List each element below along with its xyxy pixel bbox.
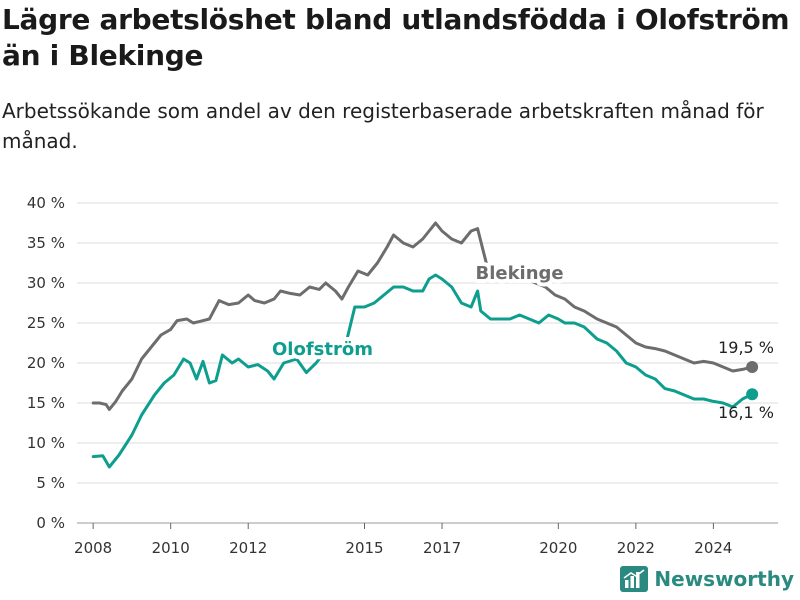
y-tick-label: 25 % — [27, 314, 65, 332]
x-tick-label: 2024 — [694, 539, 732, 557]
axis-layer: 0 % 5 % 10 % 15 % 20 % 25 % 30 % 35 % 40 % 2008 20… — [27, 194, 733, 557]
end-value-label-blekinge: 19,5 % — [718, 338, 774, 357]
x-tick-label: 2012 — [229, 539, 267, 557]
y-tick-label: 20 % — [27, 354, 65, 372]
series-label-olofstr-m: Olofström — [272, 339, 373, 360]
series-label-blekinge: Blekinge — [475, 263, 563, 284]
y-tick-label: 30 % — [27, 274, 65, 292]
y-tick-label: 35 % — [27, 234, 65, 252]
y-tick-label: 15 % — [27, 394, 65, 412]
newsworthy-logo-icon — [620, 566, 649, 592]
label-layer: 19,5 %16,1 %BlekingeBlekingeOlofströmOlo… — [268, 259, 774, 422]
newsworthy-brand: Newsworthy — [620, 564, 794, 594]
x-tick-label: 2015 — [345, 539, 383, 557]
x-tick-label: 2020 — [539, 539, 577, 557]
y-tick-label: 0 % — [36, 514, 65, 532]
series-line-blekinge — [91, 221, 754, 411]
x-tick-label: 2022 — [617, 539, 655, 557]
chart-subtitle: Arbetssökande som andel av den registerb… — [2, 99, 764, 153]
x-tick-label: 2008 — [74, 539, 112, 557]
series-label-halo-blekinge: Blekinge — [475, 263, 563, 284]
y-tick-label: 10 % — [27, 434, 65, 452]
y-tick-label: 5 % — [36, 474, 65, 492]
series-label-halo-olofstr-m: Olofström — [272, 339, 373, 360]
end-value-label-olofstr-m: 16,1 % — [718, 403, 774, 422]
chart-title: Lägre arbetslöshet bland utlandsfödda i … — [2, 3, 790, 72]
end-marker-blekinge — [746, 361, 759, 373]
brand-name: Newsworthy — [654, 567, 794, 591]
x-tick-label: 2017 — [423, 539, 461, 557]
y-tick-label: 40 % — [27, 194, 65, 212]
series-layer — [91, 221, 759, 469]
grid-layer — [77, 202, 778, 524]
end-marker-olofstr-m — [746, 388, 759, 401]
series-line-olofstr-m — [91, 273, 754, 469]
x-tick-label: 2010 — [152, 539, 190, 557]
